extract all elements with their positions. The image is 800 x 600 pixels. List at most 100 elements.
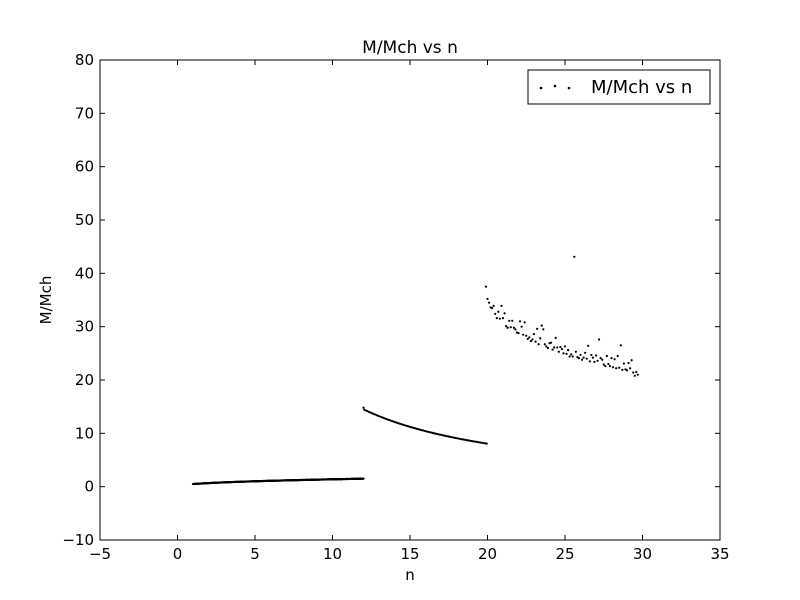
- data-point: [551, 348, 554, 351]
- data-point: [549, 341, 553, 344]
- data-point: [613, 358, 616, 361]
- data-point: [505, 325, 508, 328]
- y-axis: −10 0 10 20 30 40 50 60 70 80: [62, 51, 720, 549]
- data-point: [596, 359, 599, 362]
- data-point: [557, 350, 560, 353]
- x-tick-label: 15: [400, 545, 419, 563]
- data-point: [503, 312, 506, 315]
- data-point: [616, 354, 619, 358]
- data-point: [517, 331, 520, 335]
- data-point: [532, 333, 536, 336]
- data-point: [525, 334, 528, 337]
- data-point: [362, 406, 365, 409]
- data-point: [568, 355, 571, 358]
- data-point: [506, 326, 509, 329]
- data-point: [579, 353, 582, 357]
- data-point: [492, 304, 495, 307]
- data-point: [485, 442, 488, 445]
- data-point: [540, 324, 543, 327]
- data-point: [523, 321, 526, 324]
- data-point: [585, 357, 588, 360]
- data-point: [584, 351, 587, 354]
- data-point: [607, 362, 610, 366]
- data-point: [509, 326, 512, 329]
- x-axis: −5 0 5 10 15 20 25 30 35: [89, 60, 730, 563]
- x-tick-label: 10: [323, 545, 342, 563]
- data-point: [624, 368, 627, 371]
- y-tick-label: 60: [75, 158, 94, 176]
- data-point: [602, 363, 605, 366]
- data-point: [501, 317, 505, 320]
- data-point: [630, 359, 633, 362]
- data-point: [495, 317, 498, 320]
- data-point: [518, 320, 522, 323]
- data-point: [534, 340, 537, 343]
- data-points: [191, 255, 639, 486]
- data-point: [526, 337, 529, 341]
- legend-marker: [539, 86, 543, 90]
- data-point: [560, 347, 564, 351]
- data-point: [543, 343, 546, 346]
- data-point: [571, 355, 574, 358]
- x-tick-label: 20: [478, 545, 497, 563]
- data-point: [615, 367, 618, 370]
- data-point: [500, 304, 503, 307]
- data-point: [565, 352, 568, 355]
- legend: M/Mch vs n: [527, 69, 711, 105]
- data-point: [529, 339, 533, 343]
- data-point: [542, 328, 545, 331]
- data-point: [487, 301, 491, 304]
- x-tick-label: −5: [89, 545, 111, 563]
- data-point: [601, 358, 604, 361]
- legend-marker: [567, 86, 571, 90]
- data-point: [559, 345, 562, 349]
- data-point: [611, 366, 615, 369]
- y-tick-label: 10: [75, 424, 94, 442]
- data-point: [494, 312, 497, 315]
- y-tick-label: 20: [75, 371, 94, 389]
- data-point: [635, 370, 638, 374]
- data-point: [576, 355, 579, 359]
- data-point: [486, 297, 489, 301]
- chart-title: M/Mch vs n: [362, 38, 458, 58]
- data-point: [591, 356, 595, 359]
- data-point: [508, 319, 511, 322]
- legend-label: M/Mch vs n: [591, 77, 692, 98]
- data-point: [629, 367, 632, 370]
- data-point: [528, 336, 531, 339]
- data-point: [536, 327, 539, 330]
- data-point: [511, 319, 514, 322]
- data-point: [608, 365, 612, 368]
- legend-marker: [553, 84, 557, 88]
- data-point: [636, 373, 639, 376]
- data-point: [498, 317, 501, 320]
- data-point: [574, 350, 577, 353]
- data-point: [531, 338, 534, 341]
- data-point: [573, 255, 576, 258]
- y-tick-label: 40: [75, 264, 94, 282]
- data-point: [522, 333, 525, 336]
- data-point: [633, 374, 636, 377]
- x-tick-label: 35: [710, 545, 729, 563]
- data-point: [484, 285, 488, 288]
- data-point: [554, 336, 557, 339]
- data-point: [588, 360, 591, 363]
- data-point: [594, 354, 598, 357]
- x-axis-label: n: [405, 566, 415, 584]
- data-point: [563, 345, 567, 348]
- data-point: [590, 353, 593, 357]
- y-tick-label: 30: [75, 318, 94, 336]
- data-point: [562, 352, 565, 355]
- x-tick-label: 30: [633, 545, 652, 563]
- data-point: [593, 360, 596, 363]
- data-point: [546, 346, 550, 350]
- y-tick-label: 0: [84, 478, 94, 496]
- data-point: [604, 365, 607, 368]
- data-point: [625, 369, 629, 372]
- data-point: [610, 357, 613, 360]
- data-point: [539, 337, 542, 340]
- y-tick-label: 70: [75, 104, 94, 122]
- data-point: [599, 357, 602, 360]
- data-point: [491, 306, 494, 310]
